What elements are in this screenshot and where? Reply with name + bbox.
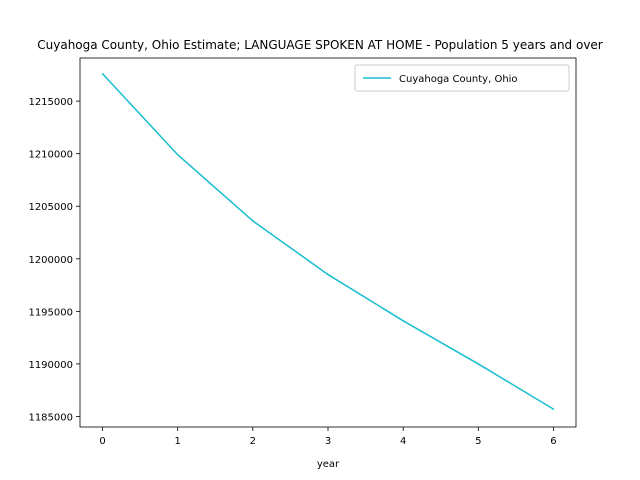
x-tick-label: 2 — [250, 436, 256, 447]
plot-frame — [79, 57, 577, 428]
series-line — [101, 73, 554, 410]
y-tick-label: 1210000 — [28, 150, 73, 161]
legend-label: Cuyahoga County, Ohio — [399, 74, 518, 85]
x-tick-label: 4 — [400, 436, 406, 447]
x-tick-label: 1 — [175, 436, 181, 447]
x-tick-label: 5 — [475, 436, 481, 447]
x-axis: 0 1 2 3 4 5 6 — [99, 427, 557, 447]
data-point — [552, 408, 555, 410]
y-tick-label: 1205000 — [28, 202, 73, 213]
y-axis: 1185000 1190000 1195000 1200000 1205000 12100… — [28, 97, 80, 423]
data-point — [101, 72, 104, 75]
y-tick-label: 1190000 — [28, 360, 73, 371]
y-tick-label: 1200000 — [28, 255, 73, 266]
data-point — [402, 320, 404, 322]
legend: Cuyahoga County, Ohio — [354, 64, 570, 92]
data-point — [327, 273, 329, 276]
data-point — [252, 220, 254, 222]
x-tick-label: 3 — [325, 436, 331, 447]
series-layer — [101, 72, 555, 410]
y-tick-label: 1185000 — [28, 412, 73, 423]
x-axis-label: year — [317, 459, 340, 470]
data-point — [176, 153, 179, 156]
plot-area — [79, 57, 577, 428]
legend-box — [354, 64, 570, 92]
x-tick-label: 6 — [550, 436, 556, 447]
y-tick-label: 1195000 — [28, 307, 73, 318]
x-tick-label: 0 — [99, 436, 105, 447]
y-tick-label: 1215000 — [28, 97, 73, 108]
data-point — [477, 363, 480, 365]
chart-title: Cuyahoga County, Ohio Estimate; LANGUAGE… — [37, 38, 603, 52]
